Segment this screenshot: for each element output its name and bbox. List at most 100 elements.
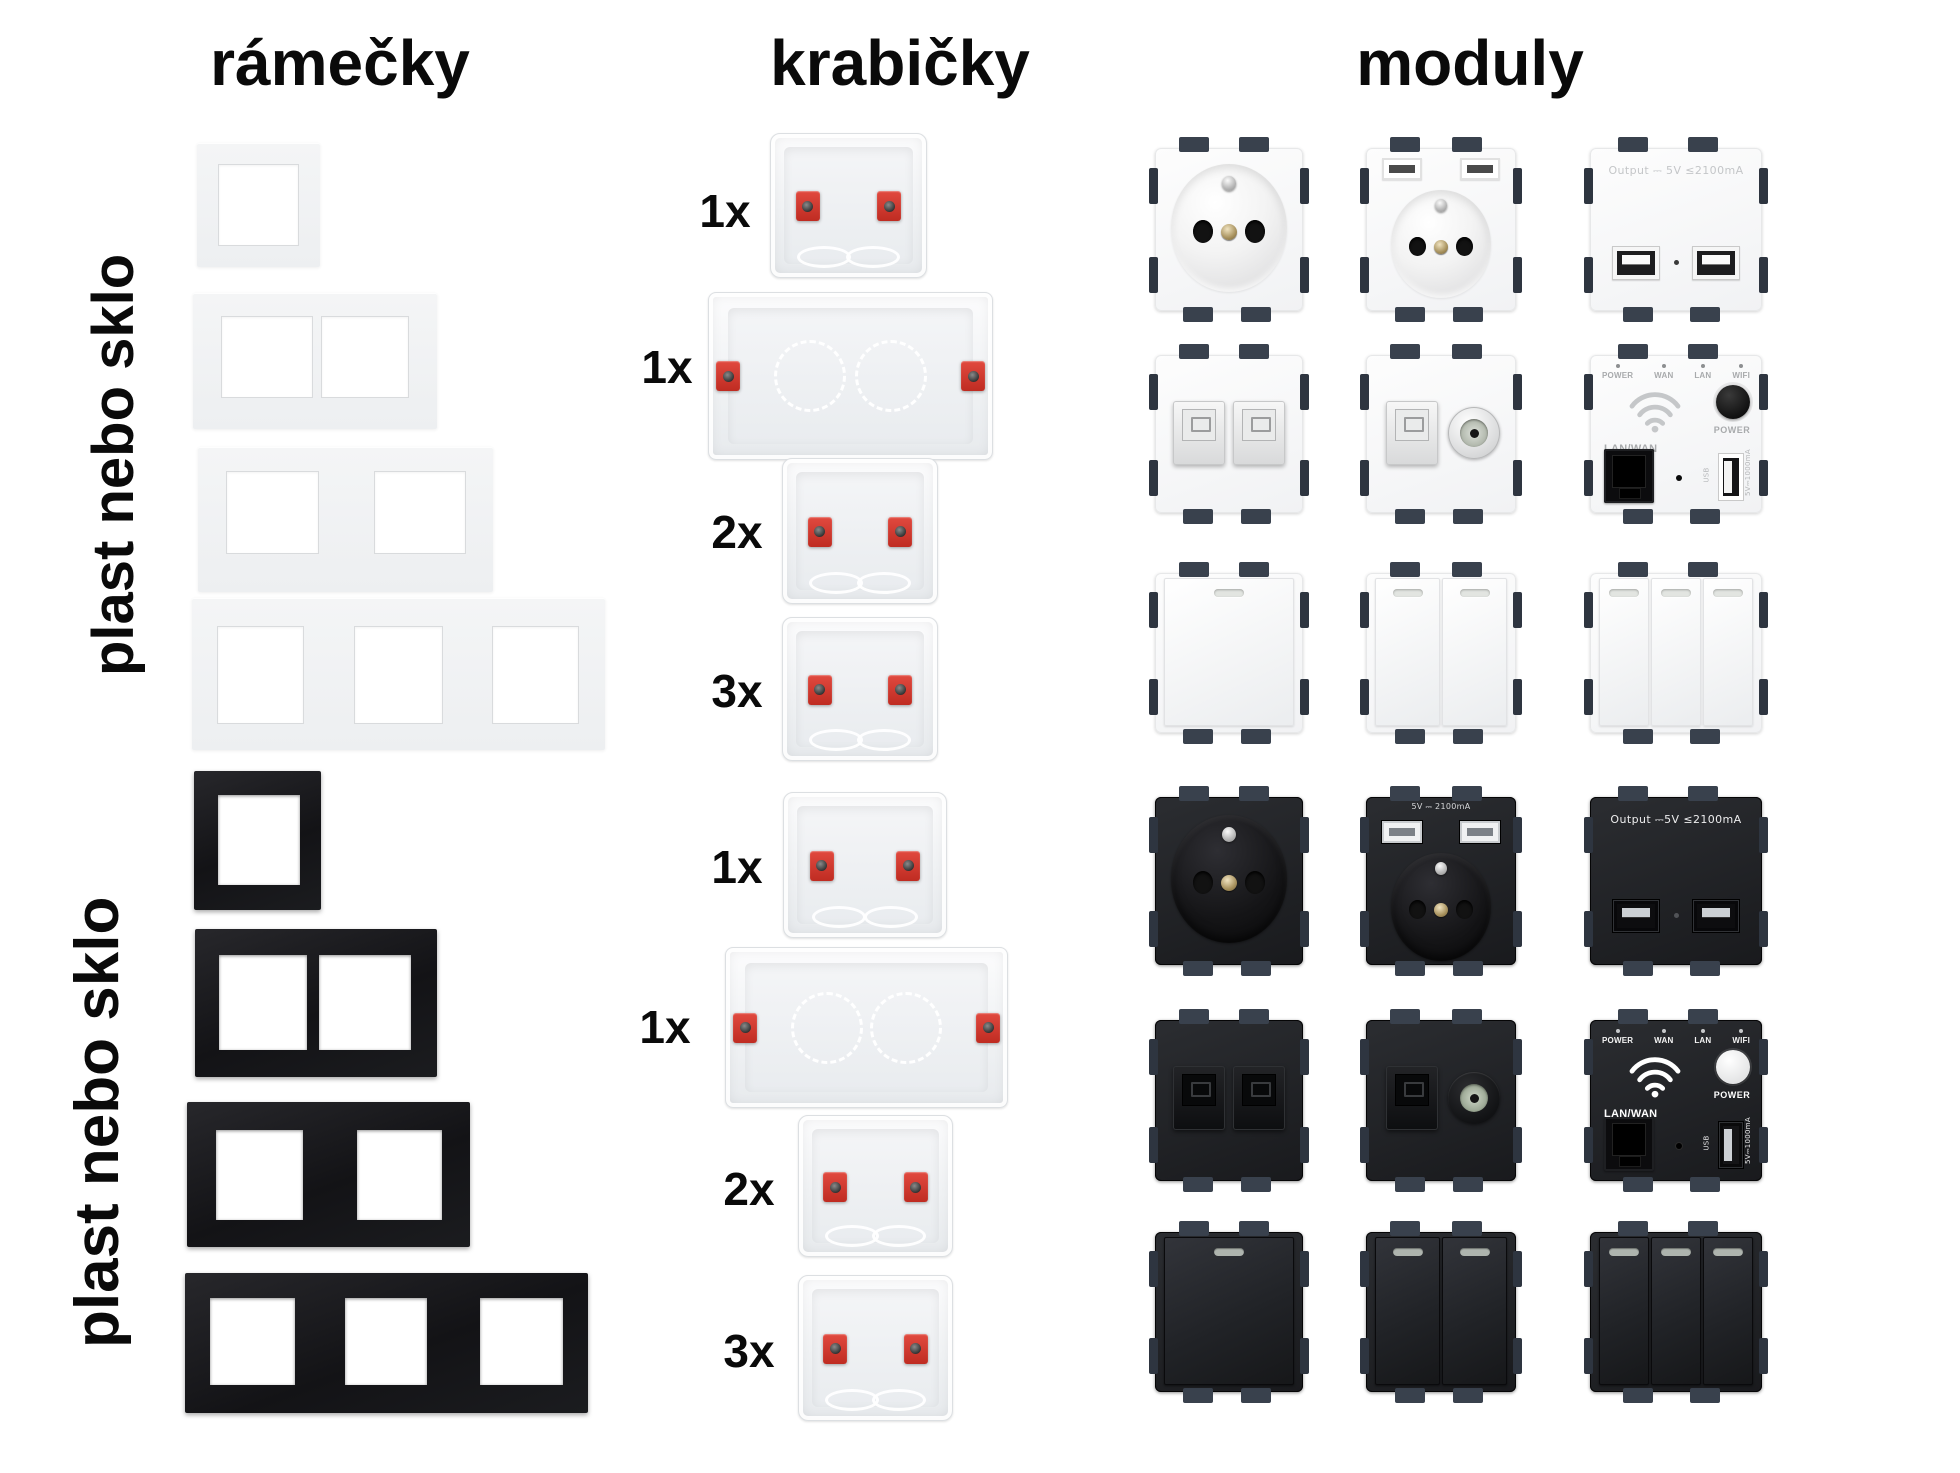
frame-white-1gang [197,143,320,267]
led-dot [1615,364,1620,368]
red-clamp [795,191,820,222]
frame-cutout [375,472,465,553]
module-socket-usb-white [1360,137,1522,322]
frame-cutout [222,317,312,397]
module-switch-3gang-black [1584,1221,1768,1403]
knockout [825,1225,879,1247]
module-socket-black [1149,786,1309,976]
knockout [797,246,852,268]
led-power: POWER [1602,364,1633,380]
switch-rocker [1164,578,1294,726]
knockout [809,572,864,594]
center-screw [1434,240,1448,254]
earth-pin [1435,199,1447,212]
knockout [825,1389,879,1411]
frame-black-2gang-wide [187,1102,470,1247]
led-wan: WAN [1654,1029,1673,1045]
module-socket-white [1149,137,1309,322]
knockout-circle [774,340,847,412]
module-switch-2gang-black [1360,1221,1522,1403]
knockout [811,906,866,928]
rocker-group [1599,578,1753,726]
indicator-window [1713,589,1743,597]
led-wifi: WIFI [1732,364,1750,380]
switch-rocker [1599,1237,1649,1385]
indicator-window [1661,589,1691,597]
rj45-jack [1173,401,1225,465]
switch-rocker [1164,1237,1294,1385]
socket-hole [1456,900,1473,919]
frame-white-2gang-wide [198,447,493,592]
switch-rocker [1651,1237,1701,1385]
red-clamp [888,674,913,705]
box-qty-label: 1x [699,185,751,237]
usb-a-port [1612,899,1660,933]
section-label-white-frames: plast nebo sklo [81,253,146,677]
knockout [856,572,911,594]
red-clamp [903,1333,928,1364]
led-dot [1739,364,1744,368]
frame-black-2gang-narrow [195,929,437,1077]
knockout-circle [790,991,863,1064]
led-dot [1700,364,1705,368]
center-screw [1434,903,1448,917]
led-lan: LAN [1694,364,1711,380]
frame-cutout [210,1298,295,1385]
led-label: POWER [1602,1036,1634,1045]
red-clamp [896,850,921,881]
usb-a-port [1692,246,1740,280]
mounting-box-1x-square [770,133,927,278]
rj45-jack [1233,401,1285,465]
red-clamp [877,191,902,222]
led-indicator [1673,913,1679,918]
led-label: LAN [1694,1036,1712,1045]
lanwan-rj45-port [1604,449,1654,503]
frame-cutout [357,1130,442,1220]
usb-rating-label: 5V⎓1000mA [1744,1117,1753,1164]
box-floor [728,308,973,444]
wifi-icon [1629,392,1681,433]
frame-cutout [227,472,318,553]
led-label: WAN [1654,1036,1674,1045]
mounting-box-2x-square [782,458,938,604]
power-label: POWER [1713,1090,1751,1100]
box-qty-label: 2x [723,1163,775,1215]
knockout [864,906,919,928]
indicator-window [1661,1248,1691,1256]
red-clamp [809,850,834,881]
frame-black-1gang [194,771,321,910]
red-clamp [716,361,740,391]
socket-face [1391,190,1491,298]
usb-port-vertical [1718,453,1744,501]
led-wan: WAN [1654,364,1673,380]
switch-rocker [1375,578,1440,726]
red-clamp [823,1172,848,1202]
module-usb-charger-white: Output ⎓ 5V ≤2100mA [1584,137,1768,322]
indicator-window [1713,1248,1743,1256]
socket-hole [1456,237,1473,256]
knockout [809,729,864,751]
switch-rocker [1599,578,1649,726]
module-switch-1gang-white [1149,562,1309,744]
frame-cutout [480,1298,563,1385]
mounting-box-1x-square [783,792,947,938]
usb-port [1382,158,1422,180]
usb-a-port [1612,246,1660,280]
indicator-window [1214,1248,1244,1256]
frame-cutout [219,955,307,1050]
led-indicator [1673,260,1679,265]
led-label: LAN [1694,371,1712,380]
earth-pin [1222,176,1236,191]
module-switch-1gang-black [1149,1221,1309,1403]
frame-white-3gang [192,598,605,750]
led-label: POWER [1602,371,1634,380]
frame-black-3gang [185,1273,588,1413]
switch-rocker [1651,578,1701,726]
column-header-frames: rámečky [210,27,470,99]
output-rating-text: Output ⎓5V ≤2100mA [1610,813,1742,826]
indicator-window [1214,589,1244,597]
knockout-circle [870,991,943,1064]
led-lan: LAN [1694,1029,1711,1045]
red-clamp [733,1012,757,1043]
usb-rating-text: 5V ⎓ 2100mA [1411,802,1471,811]
